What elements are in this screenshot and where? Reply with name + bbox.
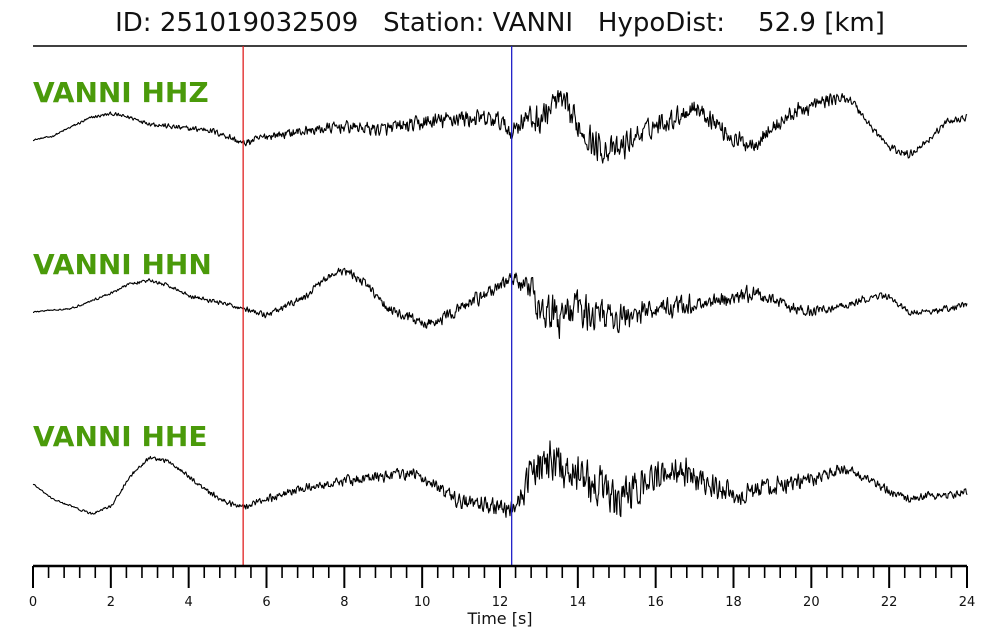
trace-vanni-hhn [33, 267, 968, 340]
channel-labels: VANNI HHZ VANNI HHN VANNI HHE [33, 76, 212, 453]
tick-label: 8 [340, 595, 348, 610]
channel-label-vanni-hhn: VANNI HHN [33, 248, 212, 281]
station-label: Station: [383, 8, 485, 38]
time-axis: 0 2 4 6 8 10 12 14 16 18 20 22 24 [29, 564, 976, 610]
tick-label: 10 [414, 595, 431, 610]
hypodist-value: 52.9 [758, 8, 816, 38]
x-axis-label: Time [s] [466, 609, 532, 628]
tick-label: 16 [647, 595, 664, 610]
tick-label: 22 [881, 595, 898, 610]
tick-label: 24 [959, 595, 976, 610]
channel-label-vanni-hhe: VANNI HHE [33, 420, 207, 453]
hypodist-unit: [km] [824, 8, 885, 38]
tick-label: 4 [185, 595, 193, 610]
channel-label-vanni-hhz: VANNI HHZ [33, 76, 209, 109]
trace-group [32, 89, 968, 518]
tick-label: 18 [725, 595, 742, 610]
id-value: 251019032509 [159, 8, 359, 38]
tick-label: 14 [570, 595, 587, 610]
tick-label: 6 [262, 595, 270, 610]
tick-label: 12 [492, 595, 509, 610]
station-value: VANNI [492, 8, 574, 38]
tick-label: 20 [803, 595, 820, 610]
trace-vanni-hhe [32, 440, 968, 518]
plot-title: ID: 251019032509 Station: VANNI HypoDist… [0, 8, 1000, 38]
id-label: ID: [115, 8, 152, 38]
pick-lines [242, 46, 513, 566]
tick-label: 2 [107, 595, 115, 610]
tick-label: 0 [29, 595, 37, 610]
hypodist-label: HypoDist: [597, 8, 725, 38]
trace-vanni-hhz [32, 89, 968, 164]
